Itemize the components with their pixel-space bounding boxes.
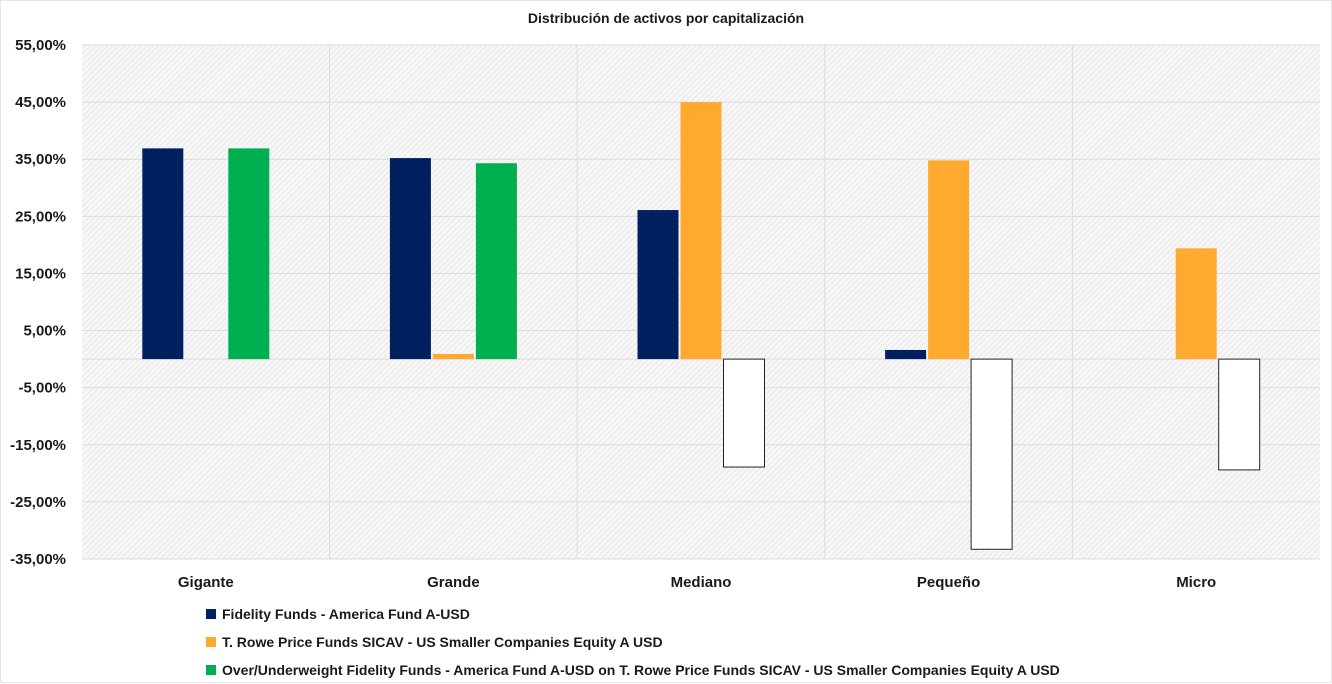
legend-label: Over/Underweight Fidelity Funds - Americ… (222, 662, 1060, 678)
bar-series-2-pequeño (928, 160, 970, 360)
y-tick-label: 55,00% (15, 37, 66, 54)
bar-series-3-micro (1218, 358, 1261, 471)
bar-chart: Distribución de activos por capitalizaci… (10, 10, 1320, 591)
legend-item: Over/Underweight Fidelity Funds - Americ… (206, 656, 1060, 684)
bar-series-1-gigante (142, 148, 184, 360)
bar-series-2-grande (432, 353, 474, 360)
bar-series-1-mediano (637, 210, 679, 360)
legend-label: Fidelity Funds - America Fund A-USD (222, 606, 470, 622)
bar-series-1-pequeño (885, 349, 927, 360)
chart-title: Distribución de activos por capitalizaci… (528, 10, 804, 26)
bar-series-3-mediano (723, 358, 765, 468)
bar-series-3-gigante (228, 148, 270, 360)
y-tick-label: -5,00% (18, 380, 66, 397)
legend-swatch (206, 665, 216, 675)
y-tick-label: 15,00% (15, 265, 66, 282)
legend-swatch (206, 609, 216, 619)
legend-item: Fidelity Funds - America Fund A-USD (206, 600, 1060, 628)
bar-series-2-mediano (680, 102, 722, 360)
legend-swatch (206, 637, 216, 647)
y-tick-label: 45,00% (15, 94, 66, 111)
y-tick-label: -15,00% (10, 437, 66, 454)
bar-series-2-micro (1175, 248, 1217, 360)
x-tick-label: Pequeño (917, 574, 980, 591)
legend-item: T. Rowe Price Funds SICAV - US Smaller C… (206, 628, 1060, 656)
bar-series-1-grande (389, 158, 431, 360)
x-tick-label: Mediano (671, 574, 732, 591)
bar-series-3-grande (475, 163, 517, 360)
x-tick-label: Grande (427, 574, 480, 591)
x-tick-label: Gigante (178, 574, 234, 591)
y-tick-label: 35,00% (15, 151, 66, 168)
y-tick-label: -25,00% (10, 494, 66, 511)
legend-label: T. Rowe Price Funds SICAV - US Smaller C… (222, 634, 663, 650)
y-tick-label: 5,00% (23, 323, 66, 340)
bar-series-3-pequeño (970, 358, 1013, 550)
y-tick-label: 25,00% (15, 208, 66, 225)
x-tick-label: Micro (1176, 574, 1216, 591)
legend: Fidelity Funds - America Fund A-USD T. Ro… (206, 600, 1060, 684)
y-tick-label: -35,00% (10, 551, 66, 568)
